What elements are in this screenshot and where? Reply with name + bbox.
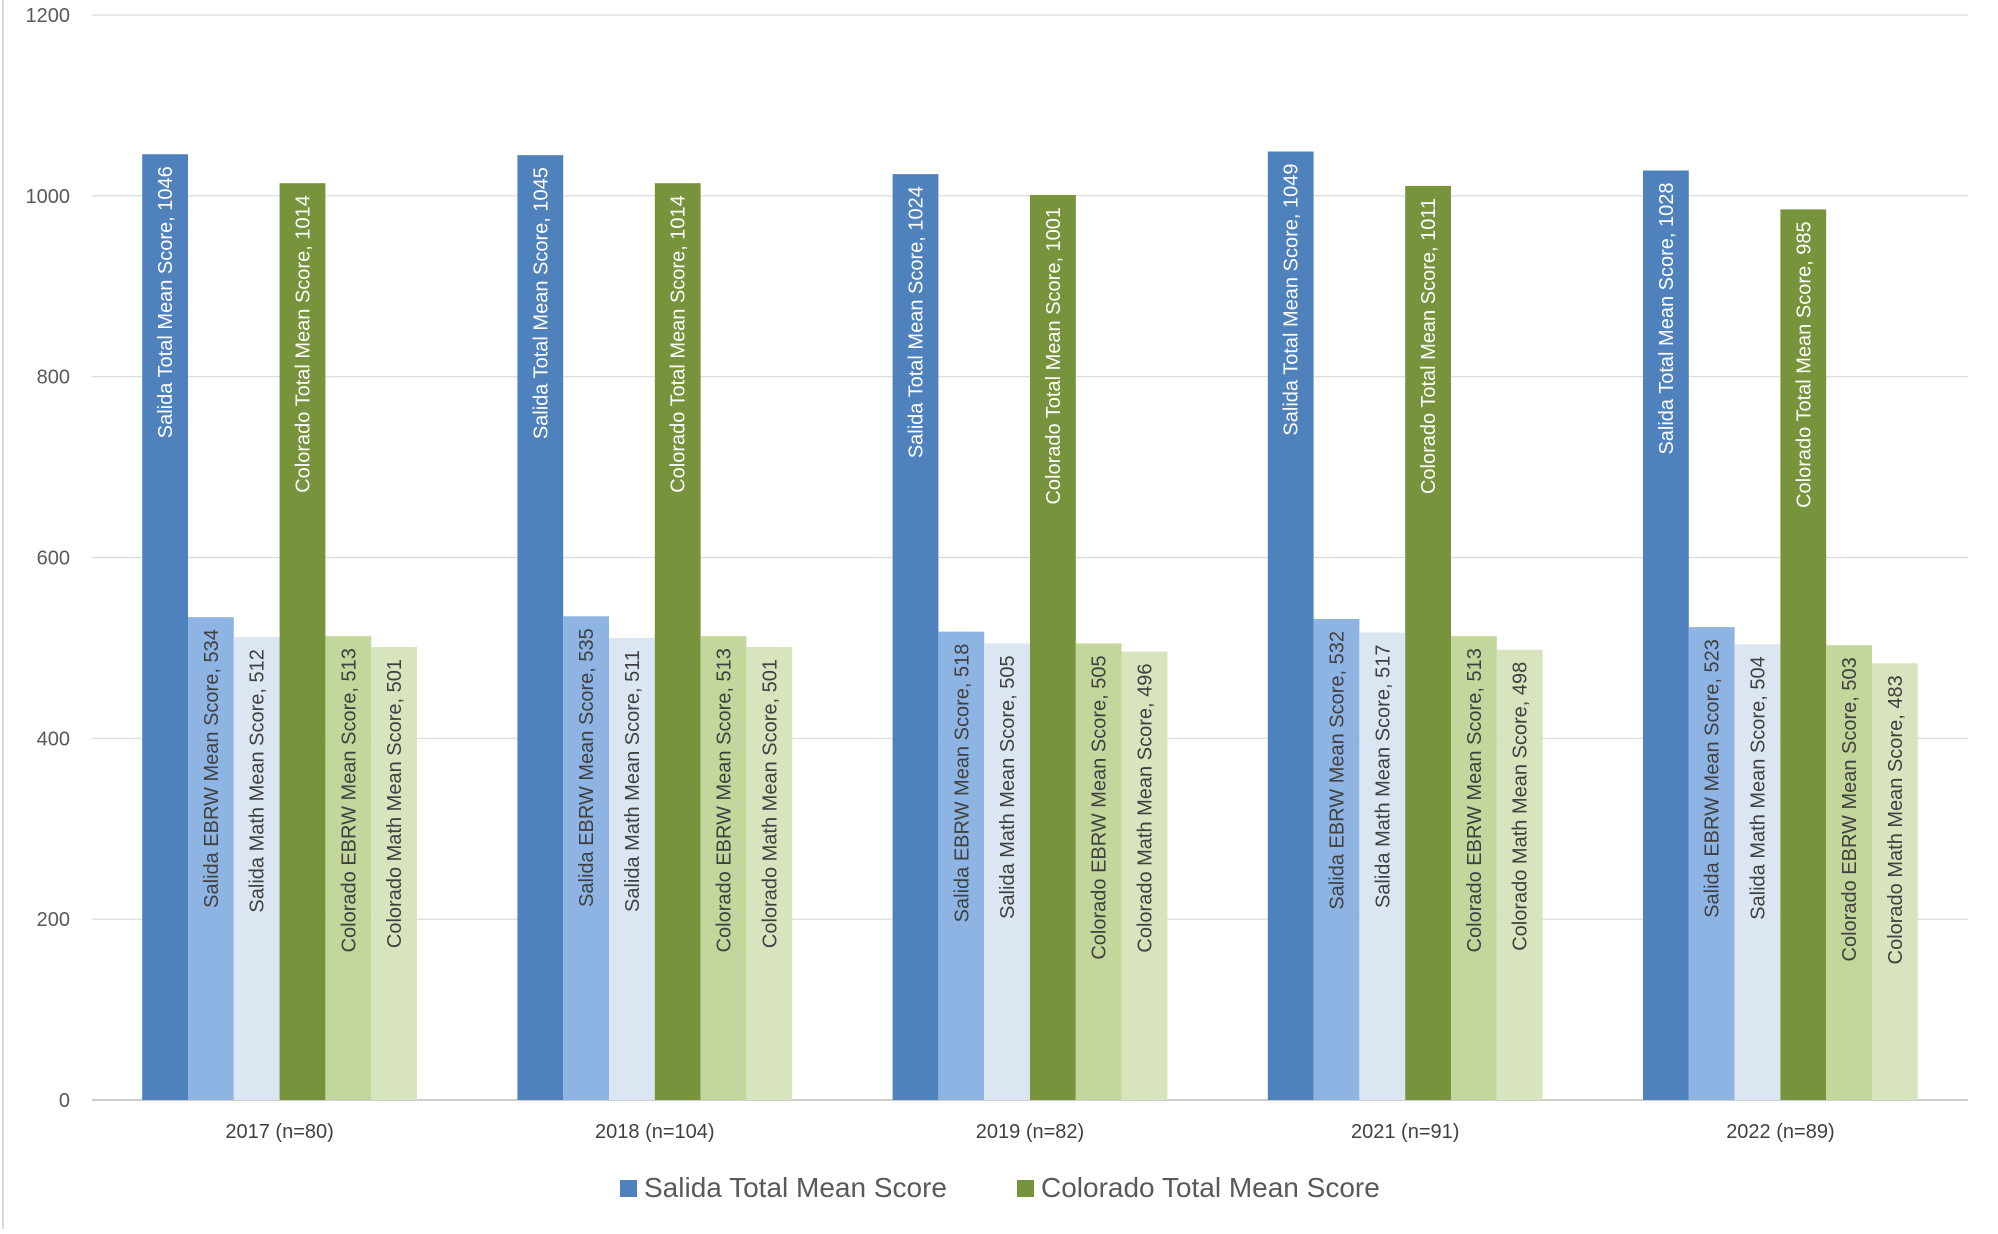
legend-label: Colorado Total Mean Score: [1041, 1172, 1380, 1203]
y-tick-label: 800: [37, 367, 70, 389]
bar: [1688, 627, 1735, 1100]
data-label: Salida Total Mean Score, 1024: [906, 186, 928, 458]
bar: [517, 155, 564, 1101]
data-label: Salida EBRW Mean Score, 523: [1702, 639, 1724, 918]
data-labels: Salida Total Mean Score, 1046 Salida EBRW…: [155, 164, 1907, 965]
data-label: Salida Total Mean Score, 1046: [155, 166, 177, 438]
bars: [142, 151, 1918, 1101]
bar: [1075, 643, 1122, 1100]
y-tick-label: 1000: [26, 186, 71, 208]
data-label: Salida EBRW Mean Score, 532: [1327, 631, 1349, 910]
data-label: Salida Math Mean Score, 512: [247, 649, 269, 913]
data-label: Salida Math Mean Score, 511: [622, 650, 644, 912]
y-tick-label: 0: [59, 1090, 70, 1112]
bar: [700, 636, 747, 1100]
bar: [1496, 649, 1543, 1100]
bar: [563, 616, 609, 1100]
x-tick-label: 2022 (n=89): [1726, 1121, 1834, 1143]
bar: [142, 154, 188, 1100]
y-tick-label: 400: [37, 728, 70, 750]
bar: [1121, 651, 1168, 1100]
legend-label: Salida Total Mean Score: [644, 1172, 947, 1203]
data-label: Colorado Total Mean Score, 1014: [293, 195, 315, 493]
data-label: Salida Total Mean Score, 1028: [1656, 183, 1678, 455]
legend: Salida Total Mean Score Colorado Total Me…: [620, 1172, 1380, 1203]
data-label: Colorado EBRW Mean Score, 513: [338, 648, 360, 952]
data-label: Salida Math Mean Score, 517: [1372, 645, 1394, 909]
y-tick-label: 1200: [26, 5, 71, 27]
legend-swatch: [1017, 1180, 1034, 1197]
data-label: Colorado Math Mean Score, 483: [1885, 675, 1907, 964]
bar: [746, 647, 793, 1100]
bar: [1405, 185, 1451, 1100]
data-label: Colorado Math Mean Score, 496: [1135, 664, 1157, 953]
bar: [609, 637, 655, 1100]
data-label: Colorado Total Mean Score, 985: [1793, 221, 1815, 507]
bar: [1872, 663, 1918, 1100]
x-tick-label: 2017 (n=80): [225, 1121, 333, 1143]
bar: [938, 631, 985, 1100]
data-label: Salida Math Mean Score, 505: [997, 655, 1019, 919]
data-label: Salida Math Mean Score, 504: [1748, 656, 1770, 920]
legend-swatch: [620, 1180, 637, 1197]
x-tick-label: 2018 (n=104): [595, 1121, 715, 1143]
bar: [1359, 632, 1406, 1100]
bar: [892, 174, 939, 1101]
data-label: Colorado EBRW Mean Score, 513: [1464, 648, 1486, 952]
data-label: Salida EBRW Mean Score, 535: [576, 628, 598, 907]
data-label: Salida EBRW Mean Score, 518: [951, 644, 973, 923]
bar: [1780, 209, 1827, 1101]
data-label: Colorado EBRW Mean Score, 503: [1839, 657, 1861, 961]
x-tick-label: 2019 (n=82): [976, 1121, 1084, 1143]
bar: [1734, 644, 1781, 1100]
data-label: Colorado Total Mean Score, 1001: [1043, 207, 1065, 505]
bar: [1643, 170, 1689, 1100]
data-label: Colorado Math Mean Score, 501: [384, 659, 406, 948]
bar: [325, 636, 372, 1100]
y-tick-label: 600: [37, 548, 70, 570]
bar: [1030, 194, 1076, 1100]
bar: [654, 183, 701, 1101]
bar: [1267, 151, 1314, 1100]
bar: [233, 637, 280, 1100]
data-label: Salida Total Mean Score, 1049: [1281, 164, 1303, 436]
data-label: Colorado Math Mean Score, 501: [759, 659, 781, 948]
data-label: Colorado Math Mean Score, 498: [1510, 662, 1532, 951]
bar: [371, 647, 417, 1100]
bar: [188, 617, 234, 1100]
data-label: Colorado Total Mean Score, 1014: [668, 195, 690, 493]
x-axis: 2017 (n=80) 2018 (n=104) 2019 (n=82) 2021 (…: [225, 1121, 1834, 1143]
data-label: Colorado EBRW Mean Score, 513: [714, 648, 736, 952]
x-tick-label: 2021 (n=91): [1351, 1121, 1459, 1143]
bar: [984, 643, 1030, 1100]
data-label: Salida EBRW Mean Score, 534: [201, 629, 223, 908]
bar: [279, 183, 326, 1101]
data-label: Colorado Total Mean Score, 1011: [1418, 198, 1440, 494]
data-label: Colorado EBRW Mean Score, 505: [1089, 655, 1111, 959]
bar: [1451, 636, 1497, 1100]
y-tick-label: 200: [37, 909, 70, 931]
data-label: Salida Total Mean Score, 1045: [530, 167, 552, 439]
bar: [1826, 645, 1872, 1100]
bar: [1313, 618, 1360, 1100]
